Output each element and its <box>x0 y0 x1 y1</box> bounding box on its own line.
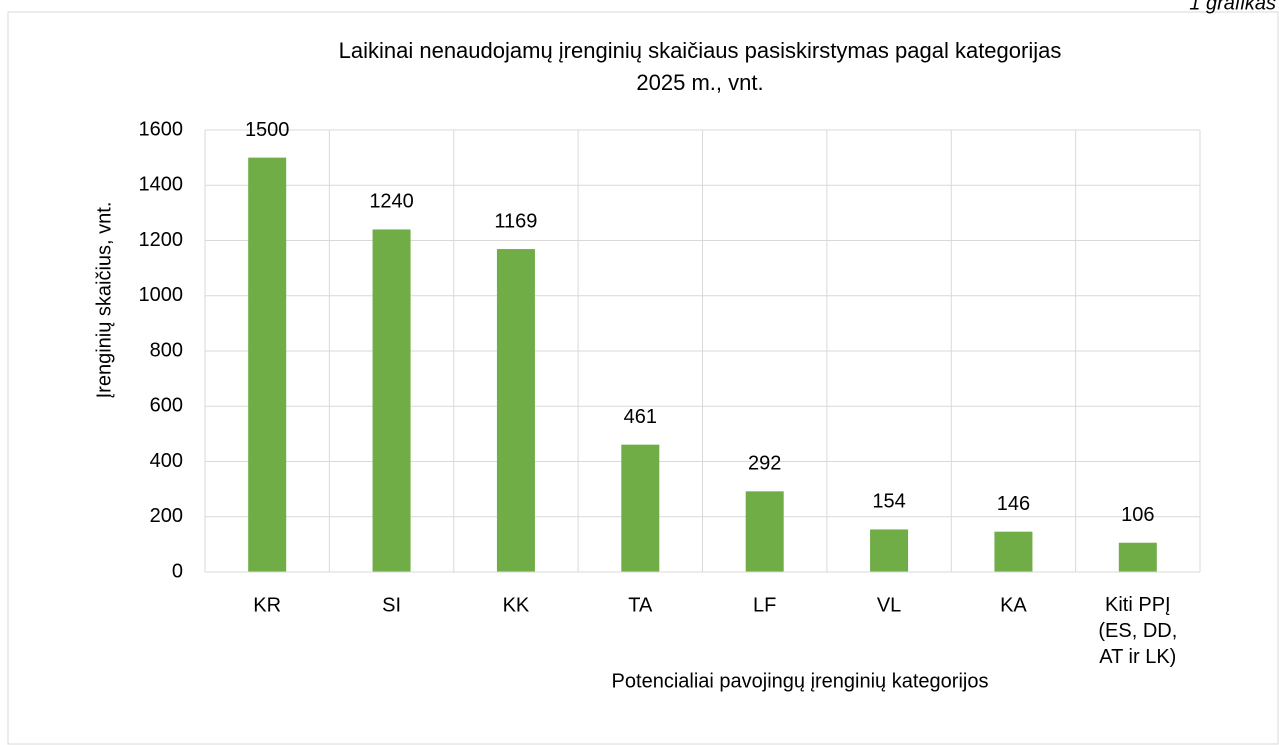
x-tick-label: TA <box>628 594 653 616</box>
x-tick-label: Kiti PPĮ (ES, DD, AT ir LK) <box>1098 594 1177 668</box>
bar <box>745 491 784 572</box>
data-label: 106 <box>1121 504 1154 526</box>
x-tick-label: LF <box>753 594 776 616</box>
data-label: 1169 <box>494 210 537 232</box>
y-tick-label: 0 <box>172 560 183 582</box>
data-label: 1240 <box>369 191 414 213</box>
data-label: 1500 <box>245 119 290 141</box>
x-tick-label: KA <box>1000 594 1027 616</box>
x-axis-title: Potencialiai pavojingų įrenginių kategor… <box>612 670 989 692</box>
bar <box>372 229 411 572</box>
data-label: 461 <box>624 406 657 428</box>
bar <box>621 444 660 572</box>
y-tick-label: 1400 <box>139 174 184 196</box>
chart-border <box>7 11 1279 745</box>
x-tick-label: VL <box>877 594 901 616</box>
chart-title: Laikinai nenaudojamų įrenginių skaičiaus… <box>339 38 1062 63</box>
data-label: 146 <box>997 493 1030 515</box>
annotation: 1 grafikas <box>1189 0 1276 14</box>
bar <box>248 157 287 572</box>
x-tick-label: SI <box>382 594 401 616</box>
y-tick-label: 400 <box>150 450 183 472</box>
y-tick-label: 1600 <box>139 118 184 140</box>
y-tick-label: 200 <box>150 505 183 527</box>
x-tick-label: KR <box>253 594 281 616</box>
bar <box>1118 542 1157 572</box>
y-tick-label: 1000 <box>139 284 184 306</box>
bar <box>496 249 535 572</box>
bar <box>994 531 1033 572</box>
y-tick-label: 600 <box>150 395 183 417</box>
y-tick-label: 1200 <box>139 229 184 251</box>
y-tick-label: 800 <box>150 339 183 361</box>
data-label: 292 <box>748 453 781 475</box>
x-tick-label: KK <box>503 594 530 616</box>
chart-subtitle: 2025 m., vnt. <box>636 70 763 95</box>
bar <box>870 529 909 572</box>
data-label: 154 <box>872 491 905 513</box>
y-axis-title: Įrenginių skaičius, vnt. <box>93 202 115 399</box>
